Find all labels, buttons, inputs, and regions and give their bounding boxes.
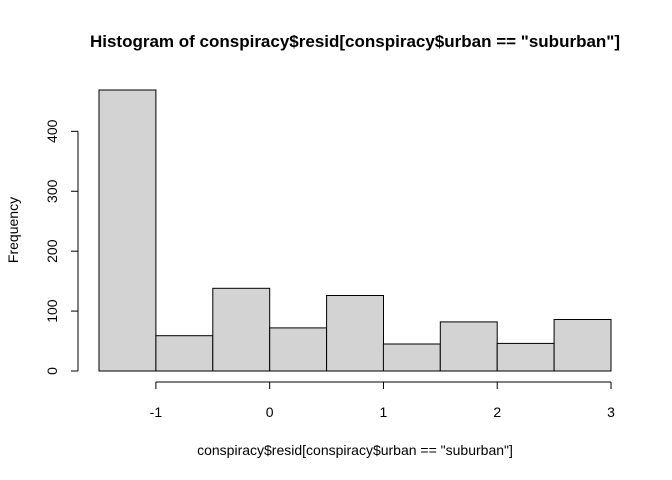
y-tick-label: 0 [44,367,60,375]
bars-group [98,89,612,372]
y-tick-label: 100 [44,299,60,323]
x-tick-label: 2 [493,404,501,420]
x-tick-label: 1 [380,404,388,420]
chart-title: Histogram of conspiracy$resid[conspiracy… [90,32,620,51]
histogram-bar-6 [382,343,441,372]
histogram-bar-8 [496,342,555,372]
y-tick-label: 200 [44,239,60,263]
histogram-bar-2 [155,335,214,372]
histogram-bar-9 [553,319,612,372]
x-tick-label: 3 [607,404,615,420]
x-tick-label: -1 [150,404,163,420]
histogram-bar-3 [212,287,271,372]
y-axis-label: Frequency [5,197,21,263]
y-tick-label: 300 [44,179,60,203]
x-axis: -1 0 1 2 3 [150,381,615,420]
x-axis-label: conspiracy$resid[conspiracy$urban == "su… [197,442,513,458]
histogram-bar-5 [326,295,385,372]
y-axis: 0 100 200 300 400 [44,119,79,375]
y-tick-label: 400 [44,119,60,143]
histogram-bar-4 [269,327,328,372]
histogram-bar-7 [439,321,498,372]
histogram-bar-1 [98,89,157,372]
x-tick-label: 0 [266,404,274,420]
